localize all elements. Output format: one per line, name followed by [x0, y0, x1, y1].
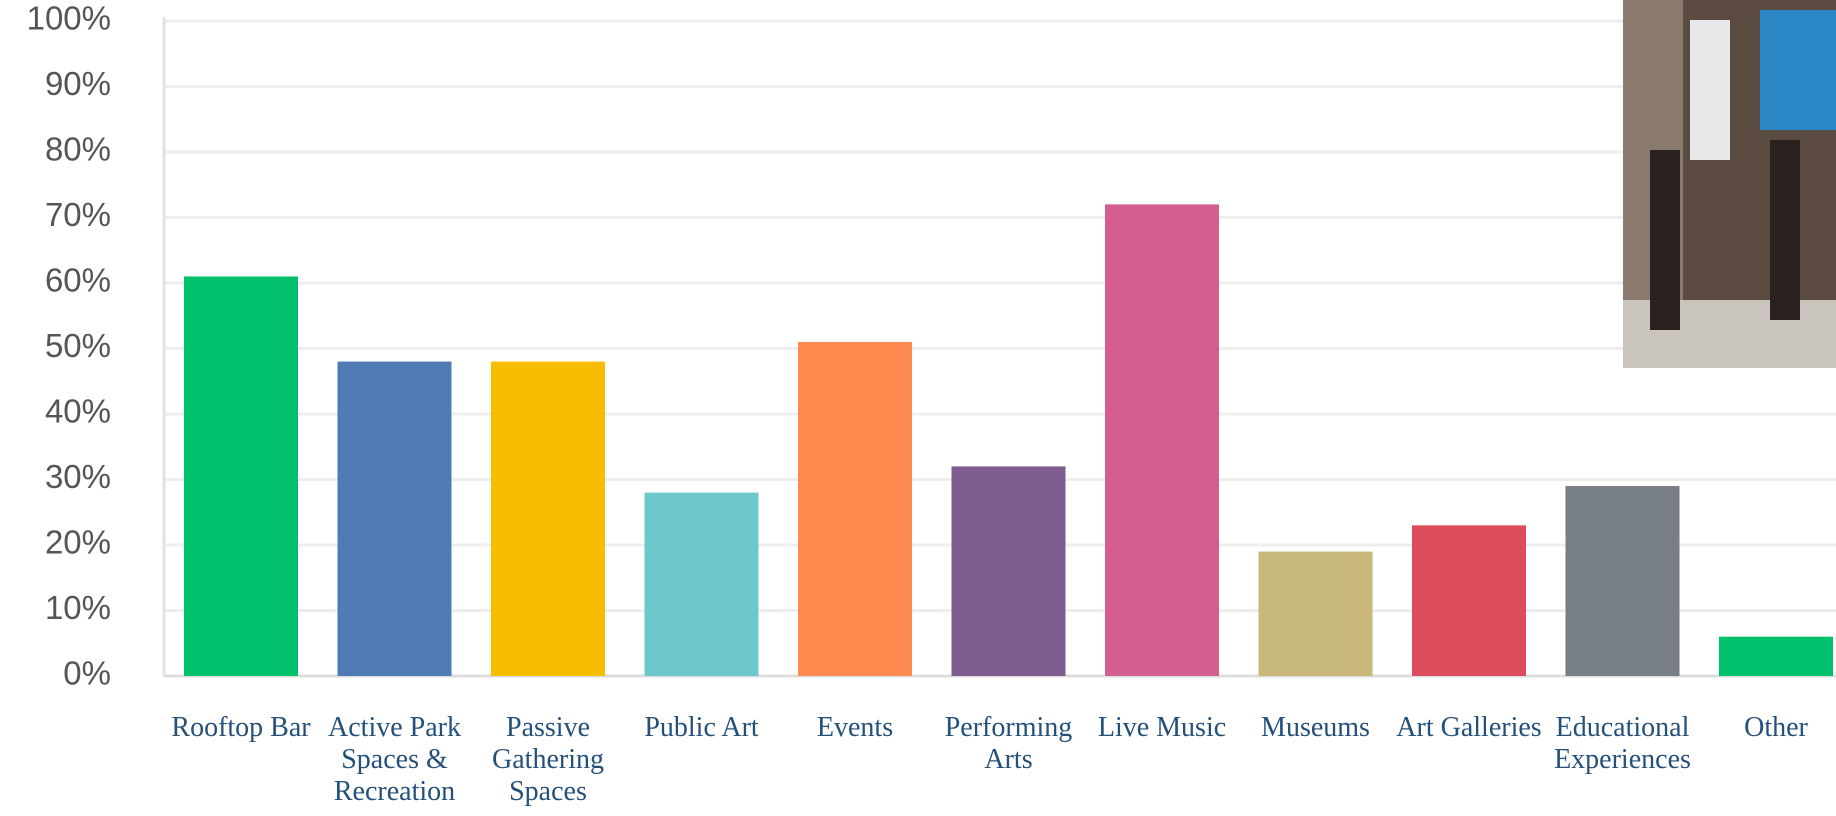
bar [644, 492, 759, 676]
x-tick-label: Passive Gathering Spaces [492, 712, 604, 807]
bar [1105, 204, 1219, 676]
y-tick-label: 10% [45, 589, 111, 626]
y-tick-label: 90% [45, 65, 111, 102]
y-tick-label: 20% [45, 524, 111, 561]
y-tick-label: 80% [45, 131, 111, 168]
y-tick-label: 0% [63, 655, 111, 692]
bar [184, 276, 298, 676]
photo [1623, 0, 1836, 368]
x-tick-label: Museums [1261, 712, 1370, 743]
bar [1412, 525, 1526, 676]
photo-part [1770, 140, 1800, 320]
x-tick-label: Other [1744, 712, 1808, 743]
x-tick-label: Art Galleries [1396, 712, 1542, 743]
y-tick-label: 70% [45, 196, 111, 233]
x-tick-label: Live Music [1097, 712, 1227, 743]
bar [337, 361, 452, 676]
x-tick-label: Rooftop Bar [171, 712, 311, 743]
bar [491, 361, 605, 676]
y-tick-label: 40% [45, 393, 111, 430]
photo-part [1760, 10, 1836, 130]
bar [951, 466, 1066, 676]
x-tick-label: Educational Experiences [1554, 712, 1691, 775]
y-tick-label: 50% [45, 327, 111, 364]
bar [1719, 636, 1833, 676]
y-tick-label: 60% [45, 262, 111, 299]
bar [1565, 486, 1680, 676]
x-tick-label: Active Park Spaces & Recreation [328, 712, 461, 807]
bar [1258, 551, 1373, 676]
x-tick-label: Events [816, 712, 894, 743]
x-tick-label: Performing Arts [944, 712, 1073, 775]
y-tick-label: 100% [27, 0, 111, 37]
photo-part [1690, 20, 1730, 160]
x-tick-label: Public Art [644, 712, 759, 743]
photo-part [1650, 150, 1680, 330]
bar [798, 341, 912, 676]
y-tick-label: 30% [45, 458, 111, 495]
